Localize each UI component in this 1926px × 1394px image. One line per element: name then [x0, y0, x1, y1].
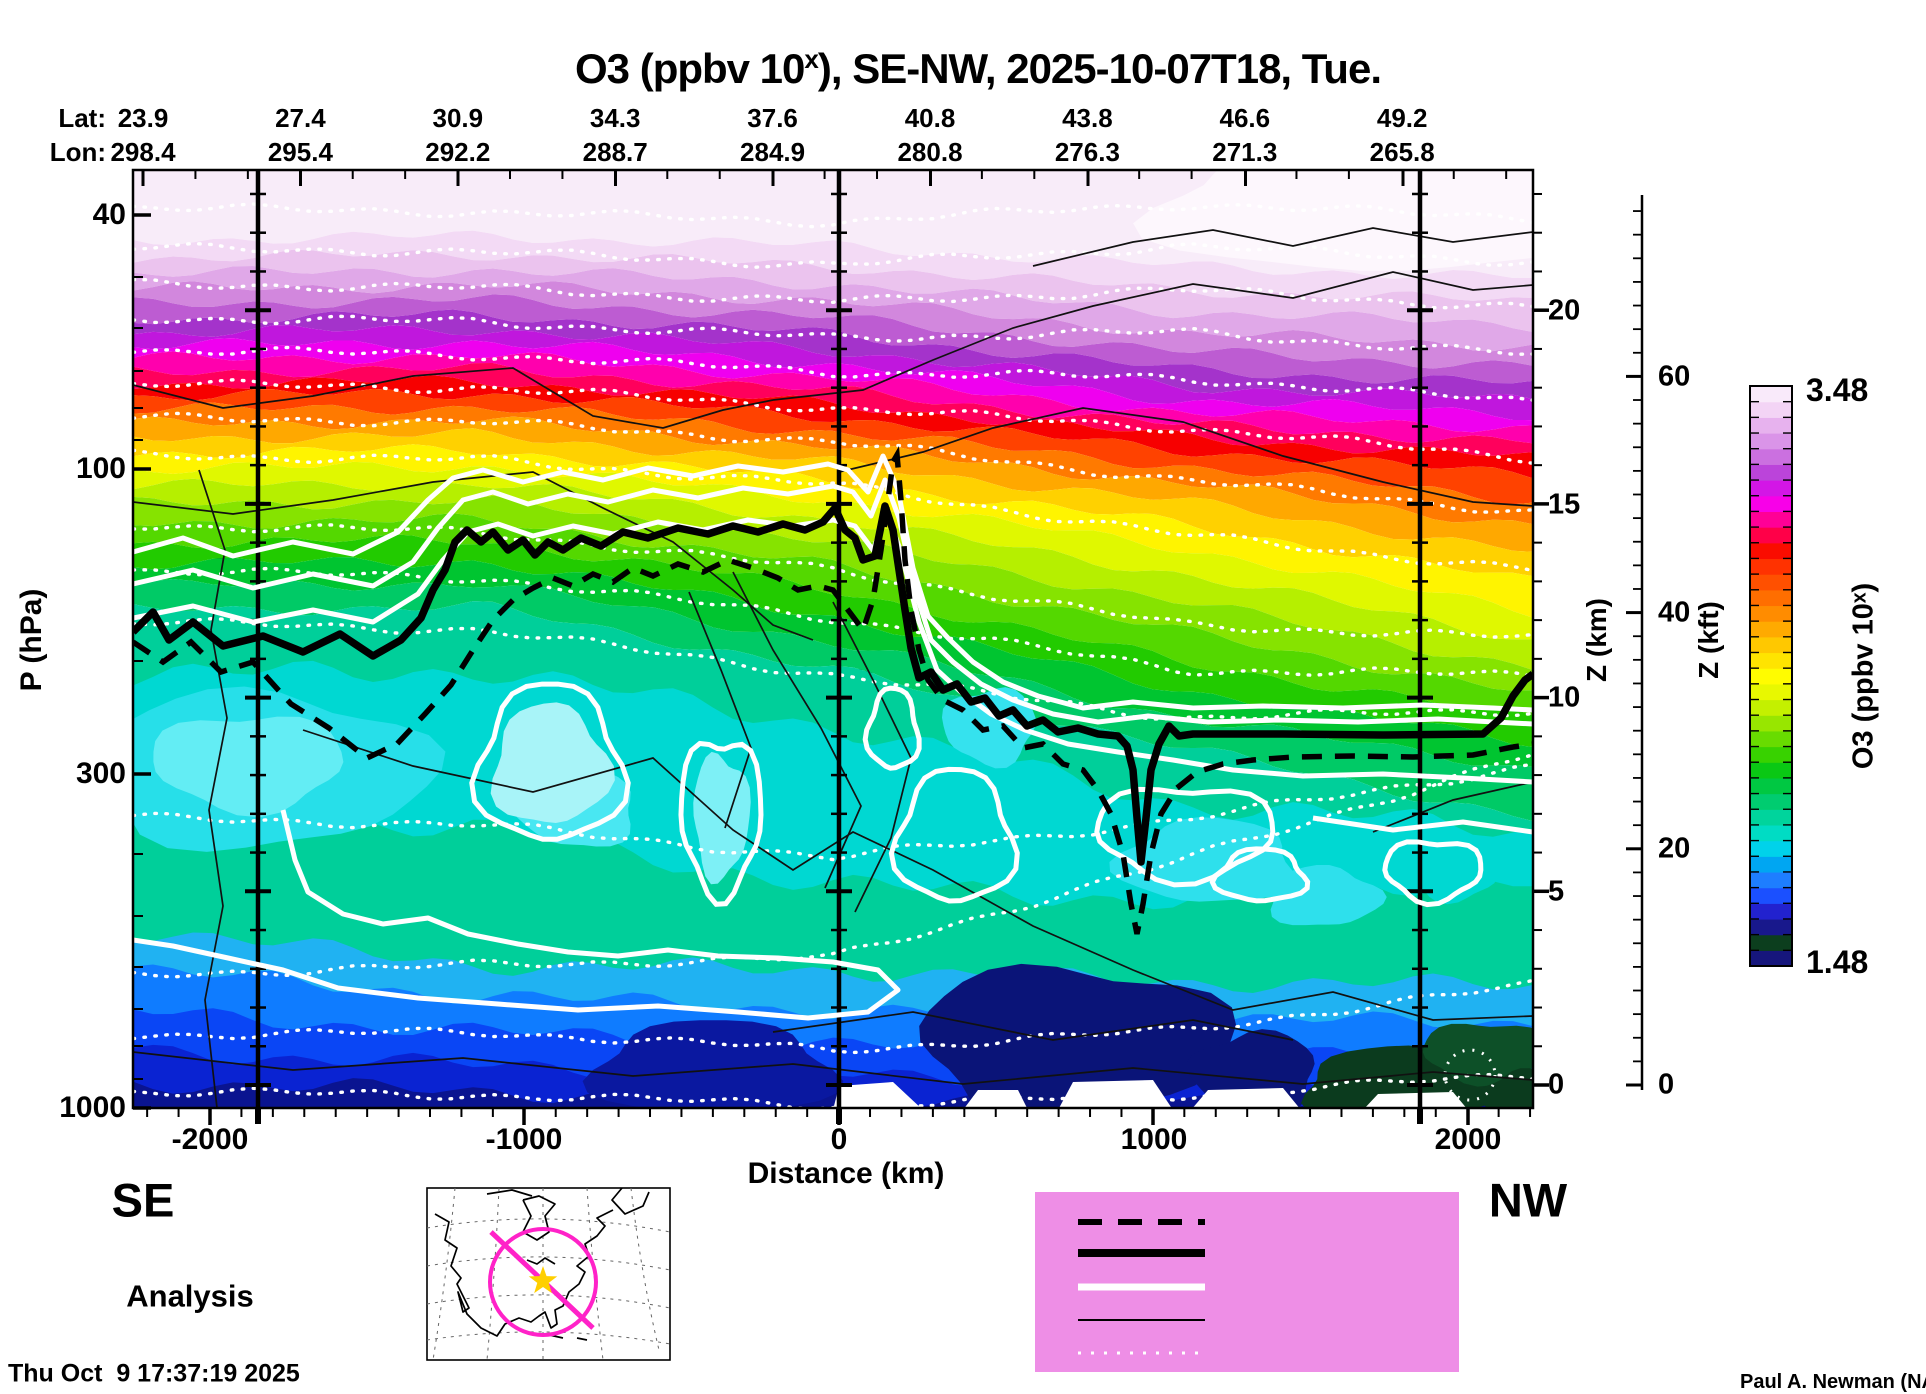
z-km-tick: 10 [1548, 681, 1581, 714]
colorbar-min: 1.48 [1806, 944, 1869, 980]
distance-tick: 0 [830, 1123, 848, 1156]
lat-value: 27.4 [275, 103, 326, 133]
lat-value: 40.8 [904, 103, 956, 133]
map-range-circle [488, 1227, 598, 1337]
lon-row-label: Lon: [49, 137, 106, 167]
p-tick: 100 [75, 452, 126, 485]
lon-value: 280.8 [897, 137, 963, 167]
credit: Paul A. Newman (NASA [1740, 1371, 1926, 1393]
lat-value: 34.3 [589, 103, 641, 133]
timestamp: Thu Oct 9 17:37:19 2025 [8, 1359, 300, 1388]
distance-tick: -2000 [171, 1123, 249, 1156]
x-axis-title: Distance (km) [747, 1157, 945, 1190]
lat-value: 43.8 [1062, 103, 1113, 133]
lat-value: 49.2 [1376, 103, 1428, 133]
z-kft-tick: 0 [1658, 1068, 1675, 1101]
p-tick: 300 [75, 757, 126, 790]
z-km-tick: 20 [1548, 294, 1581, 327]
corner-nw: NW [1488, 1173, 1568, 1227]
distance-tick: 1000 [1120, 1123, 1188, 1156]
page-title: O3 (ppbv 10x), SE-NW, 2025-10-07T18, Tue… [575, 44, 1382, 92]
z-km-tick: 0 [1548, 1068, 1565, 1101]
colorbar-max: 3.48 [1806, 372, 1869, 408]
z-km-tick: 5 [1548, 875, 1565, 908]
lon-value: 288.7 [582, 137, 648, 167]
p-tick: 40 [92, 198, 126, 231]
lon-value: 284.9 [740, 137, 806, 167]
lat-value: 23.9 [117, 103, 169, 133]
lon-value: 295.4 [267, 137, 333, 167]
lon-value: 265.8 [1369, 137, 1435, 167]
lon-value: 298.4 [110, 137, 176, 167]
lon-value: 276.3 [1054, 137, 1120, 167]
z-kft-tick: 60 [1658, 360, 1691, 393]
distance-tick: -1000 [485, 1123, 563, 1156]
p-tick: 1000 [59, 1091, 126, 1124]
z-kft-tick: 20 [1658, 832, 1691, 865]
analysis-label: Analysis [126, 1278, 254, 1314]
legend [1035, 1192, 1459, 1372]
corner-se: SE [111, 1173, 175, 1227]
lat-value: 37.6 [747, 103, 798, 133]
z-km-tick: 15 [1548, 488, 1581, 521]
z-kft-tick: 40 [1658, 596, 1691, 629]
lon-value: 271.3 [1212, 137, 1278, 167]
map-center-star [528, 1266, 558, 1294]
lon-value: 292.2 [425, 137, 491, 167]
lat-value: 30.9 [432, 103, 484, 133]
lat-row-label: Lat: [58, 103, 106, 133]
distance-tick: 2000 [1434, 1123, 1502, 1156]
lat-value: 46.6 [1219, 103, 1271, 133]
inset-map [426, 1187, 671, 1361]
